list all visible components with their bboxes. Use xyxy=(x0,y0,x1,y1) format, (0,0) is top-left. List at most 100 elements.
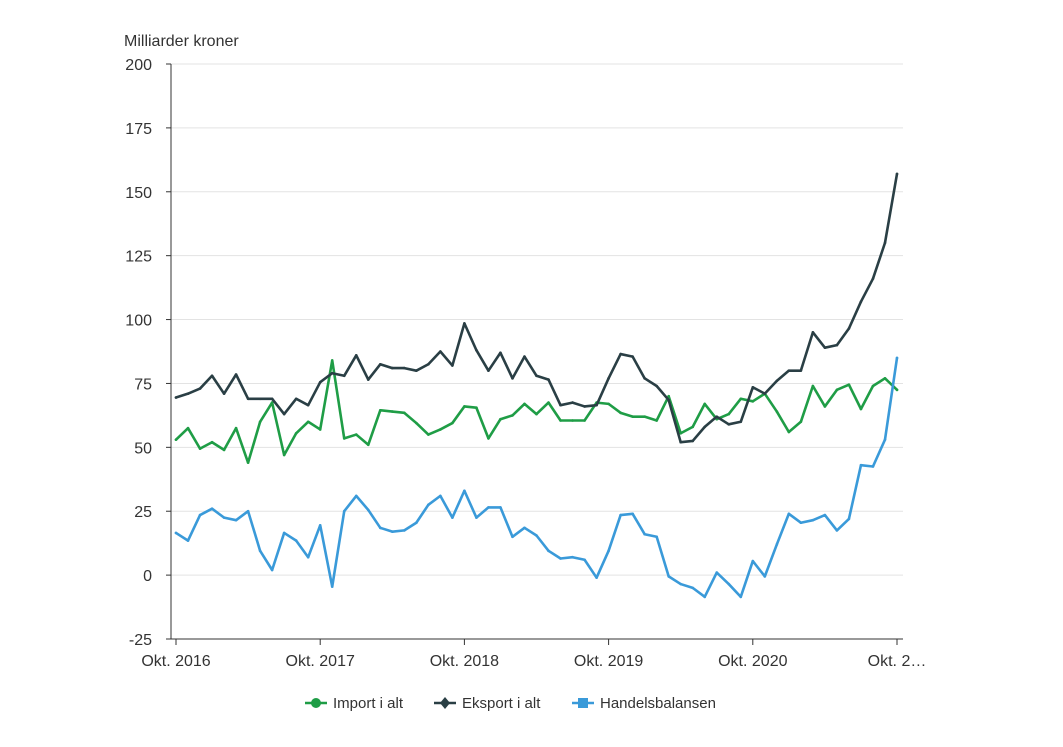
y-tick-label: 0 xyxy=(143,568,152,585)
data-point xyxy=(378,526,382,530)
data-point xyxy=(378,362,382,366)
data-point xyxy=(174,438,178,441)
y-tick-label: 50 xyxy=(134,440,152,457)
data-point xyxy=(727,412,731,416)
data-point xyxy=(775,543,779,546)
data-point xyxy=(330,359,334,362)
data-point xyxy=(391,530,394,533)
data-point xyxy=(883,241,887,245)
data-point xyxy=(487,506,490,509)
legend-item: Handelsbalansen xyxy=(572,695,716,712)
data-point xyxy=(282,412,286,416)
data-point xyxy=(739,397,743,401)
data-point xyxy=(583,558,586,562)
data-point xyxy=(715,415,719,418)
data-point xyxy=(258,420,262,424)
data-point xyxy=(859,463,863,467)
data-point xyxy=(655,384,658,388)
data-point xyxy=(535,374,538,378)
data-point xyxy=(222,516,226,519)
data-point xyxy=(366,378,370,381)
data-point xyxy=(282,531,286,535)
data-point xyxy=(823,405,827,408)
data-point xyxy=(547,549,550,553)
data-point xyxy=(270,568,274,572)
data-point xyxy=(234,518,238,522)
data-point xyxy=(427,433,430,436)
y-axis-unit-label: Milliarder kroner xyxy=(124,33,239,50)
data-point xyxy=(210,374,214,378)
data-point xyxy=(727,423,731,426)
data-point xyxy=(415,421,418,425)
data-point xyxy=(787,430,791,434)
data-point xyxy=(174,396,178,399)
data-point xyxy=(511,535,514,539)
data-point xyxy=(631,415,634,418)
data-point xyxy=(739,595,743,599)
data-point xyxy=(403,529,406,532)
data-point xyxy=(186,392,190,395)
legend-label: Import i alt xyxy=(333,695,404,712)
data-point xyxy=(246,397,250,401)
data-point xyxy=(487,437,490,440)
data-point xyxy=(787,369,791,372)
legend-label: Eksport i alt xyxy=(462,695,541,712)
x-tick-label: Okt. 2… xyxy=(868,653,927,670)
data-point xyxy=(427,362,430,366)
data-point xyxy=(763,392,767,395)
data-point xyxy=(811,518,815,522)
data-point xyxy=(174,531,178,535)
data-point xyxy=(198,513,202,517)
data-point xyxy=(619,513,622,517)
data-point xyxy=(222,392,226,395)
data-point xyxy=(403,411,406,415)
data-point xyxy=(751,400,755,403)
x-tick-label: Okt. 2020 xyxy=(718,653,787,670)
data-point xyxy=(547,401,550,404)
data-point xyxy=(895,388,899,392)
data-point xyxy=(871,384,875,388)
legend-label: Handelsbalansen xyxy=(600,695,716,712)
data-point xyxy=(823,513,827,517)
data-point xyxy=(595,403,598,407)
data-point xyxy=(246,509,250,513)
data-point xyxy=(619,352,622,356)
series-lines xyxy=(174,172,899,599)
data-point xyxy=(499,417,502,421)
data-point xyxy=(835,388,839,392)
data-point xyxy=(391,410,394,413)
data-point xyxy=(427,503,430,507)
data-point xyxy=(871,277,875,280)
data-point xyxy=(306,555,310,559)
x-tick-label: Okt. 2019 xyxy=(574,653,643,670)
series-line-handelsbalansen xyxy=(174,356,899,599)
data-point xyxy=(330,371,334,375)
data-point xyxy=(751,559,755,563)
data-point xyxy=(294,397,298,401)
data-point xyxy=(727,582,731,586)
data-point xyxy=(463,489,466,493)
data-point xyxy=(234,373,238,376)
data-point xyxy=(499,506,502,509)
data-point xyxy=(366,443,370,447)
data-point xyxy=(859,407,863,411)
data-point xyxy=(294,539,298,542)
data-point xyxy=(631,355,634,358)
data-point xyxy=(535,412,538,416)
data-point xyxy=(775,410,779,413)
data-point xyxy=(595,576,598,579)
data-point xyxy=(799,420,803,424)
data-point xyxy=(679,440,682,444)
data-point xyxy=(607,549,610,553)
data-point xyxy=(391,366,394,370)
series-line-eksport-i-alt xyxy=(174,172,899,444)
y-tick-label: 150 xyxy=(125,185,152,202)
data-point xyxy=(691,586,695,590)
data-point xyxy=(643,415,646,418)
data-point xyxy=(811,331,815,334)
data-point xyxy=(667,575,670,578)
data-point xyxy=(811,384,815,388)
data-point xyxy=(258,549,262,553)
data-point xyxy=(895,356,899,360)
